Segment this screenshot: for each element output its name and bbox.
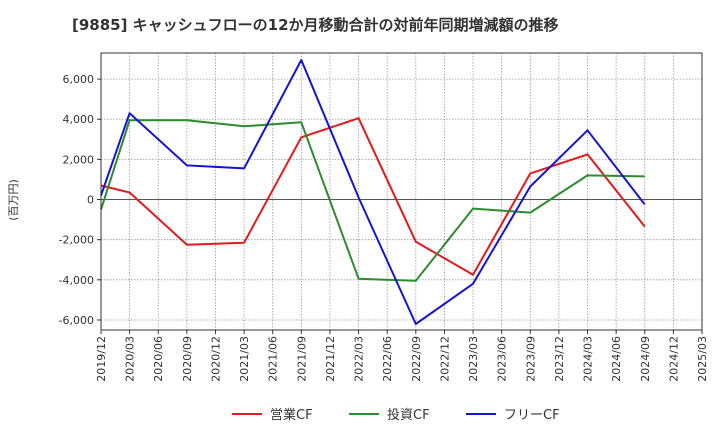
x-tick-label: 2022/12 (438, 336, 451, 382)
x-tick-label: 2022/03 (353, 336, 366, 382)
x-tick-label: 2021/12 (324, 336, 337, 382)
chart-title: [9885] キャッシュフローの12か月移動合計の対前年同期増減額の推移 (72, 16, 559, 34)
x-tick-label: 2021/06 (267, 336, 280, 382)
y-tick-label: 2,000 (63, 153, 95, 166)
x-tick-label: 2021/03 (238, 336, 251, 382)
x-tick-label: 2023/06 (496, 336, 509, 382)
x-tick-label: 2020/06 (152, 336, 165, 382)
series-line-1 (100, 119, 645, 282)
x-tick-label: 2019/12 (95, 336, 108, 382)
legend-label-2: フリーCF (504, 408, 560, 423)
y-axis-label: (百万円) (7, 179, 20, 221)
legend-label-1: 投資CF (387, 407, 430, 423)
x-tick-label: 2024/03 (582, 336, 595, 382)
x-tick-label: 2023/12 (553, 336, 566, 382)
x-tick-label: 2020/09 (181, 336, 194, 382)
series-line-2 (100, 59, 646, 325)
x-tick-label: 2022/09 (410, 336, 423, 382)
x-tick-label: 2023/09 (524, 336, 537, 382)
x-tick-label: 2024/12 (667, 336, 680, 382)
x-tick-label: 2022/06 (381, 336, 394, 382)
x-tick-label: 2025/03 (696, 336, 709, 382)
x-tick-label: 2024/06 (610, 336, 623, 382)
plot-area (101, 53, 702, 330)
x-tick-label: 2020/12 (209, 336, 222, 382)
x-tick-label: 2021/09 (295, 336, 308, 382)
x-tick-label: 2020/03 (124, 336, 137, 382)
legend-label-0: 営業CF (270, 407, 313, 423)
y-tick-label: 0 (87, 194, 94, 207)
y-tick-label: -2,000 (59, 234, 94, 247)
x-tick-label: 2024/09 (639, 336, 652, 382)
y-tick-label: -6,000 (59, 314, 94, 327)
y-tick-label: -4,000 (59, 274, 94, 287)
y-tick-label: 6,000 (63, 73, 95, 86)
y-tick-label: 4,000 (63, 113, 95, 126)
x-tick-label: 2023/03 (467, 336, 480, 382)
plot-frame (100, 52, 703, 331)
